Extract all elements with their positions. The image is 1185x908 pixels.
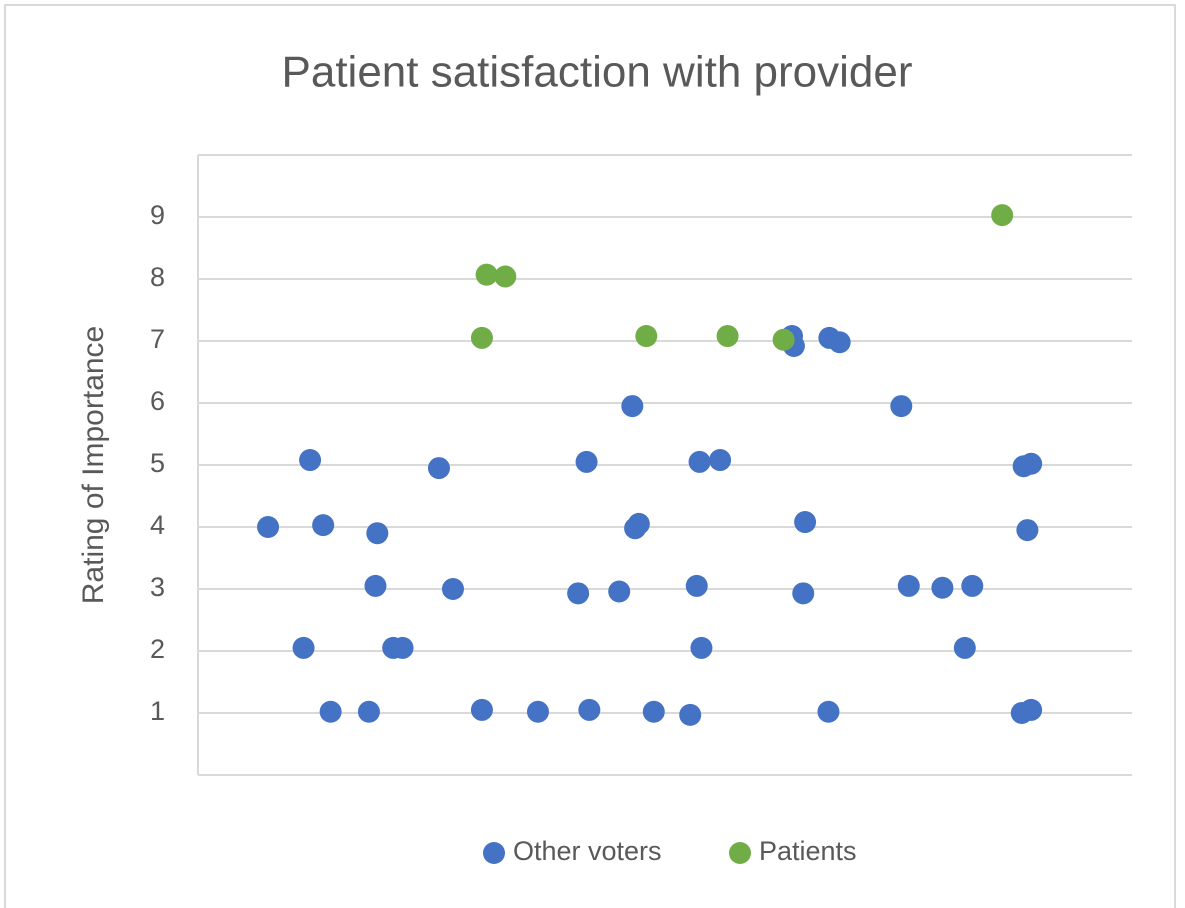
point [526, 700, 549, 723]
y-tick-label: 5 [150, 448, 165, 478]
legend-label: Patients [759, 836, 857, 866]
point [1020, 452, 1043, 475]
point [709, 449, 732, 472]
y-tick-label: 1 [150, 696, 165, 726]
point [319, 700, 342, 723]
y-axis-label: Rating of Importance [77, 326, 110, 604]
point [292, 636, 315, 659]
point [364, 574, 387, 597]
point [312, 514, 335, 537]
point [772, 328, 795, 351]
point [961, 574, 984, 597]
point [685, 574, 708, 597]
point [1016, 519, 1039, 542]
y-tick-label: 9 [150, 200, 165, 230]
point [792, 582, 815, 605]
point [470, 698, 493, 721]
legend-marker [483, 842, 505, 864]
point [427, 457, 450, 480]
point [441, 578, 464, 600]
point [470, 326, 493, 349]
point [890, 395, 913, 418]
y-tick-label: 2 [150, 634, 165, 664]
point [1020, 698, 1043, 721]
legend-label: Other voters [513, 836, 662, 866]
point [931, 576, 954, 599]
chart-title: Patient satisfaction with provider [282, 48, 913, 97]
point [621, 395, 644, 418]
point [817, 700, 840, 723]
y-tick-label: 3 [150, 572, 165, 602]
point [688, 450, 711, 473]
point [357, 700, 380, 723]
y-tick-label: 6 [150, 386, 165, 416]
point [608, 580, 631, 603]
point [635, 325, 658, 348]
point [794, 511, 817, 534]
point [578, 698, 601, 721]
point [575, 450, 598, 473]
point [828, 331, 851, 354]
point [897, 574, 920, 597]
point [642, 700, 665, 723]
chart-border [4, 4, 1176, 908]
point [299, 449, 322, 472]
y-tick-label: 7 [150, 324, 165, 354]
point [627, 512, 650, 535]
point [366, 522, 389, 545]
point [567, 582, 590, 605]
point [391, 636, 414, 659]
point [679, 703, 702, 726]
point [991, 204, 1014, 227]
point [475, 263, 498, 286]
y-tick-label: 4 [150, 510, 165, 540]
point [257, 516, 280, 538]
legend-marker [729, 842, 751, 864]
point [953, 636, 976, 659]
point [494, 265, 517, 288]
y-tick-label: 8 [150, 262, 165, 292]
point [716, 325, 739, 348]
point [690, 636, 713, 659]
